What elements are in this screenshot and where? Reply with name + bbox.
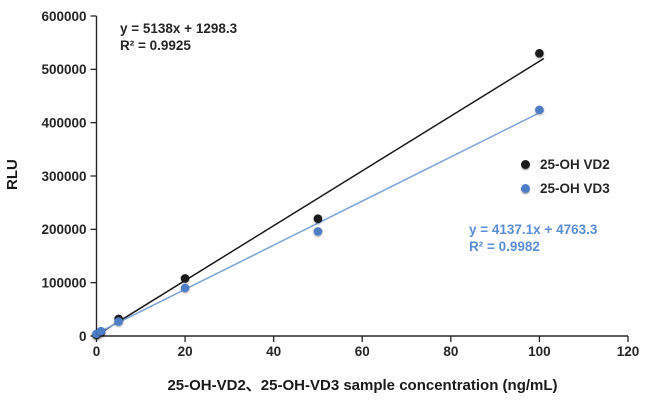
x-tick-label: 60	[355, 344, 370, 359]
vd3-equation: y = 4137.1x + 4763.3	[469, 222, 598, 237]
vd3-data-point	[96, 326, 106, 336]
y-tick-label: 0	[79, 329, 87, 344]
vd3-data-point	[313, 227, 323, 236]
legend: 25-OH VD2 25-OH VD3	[521, 152, 610, 200]
x-tick-label: 80	[443, 344, 458, 359]
vd3-trendline-annotation: y = 4137.1x + 4763.3 R² = 0.9982	[469, 221, 597, 255]
x-tick-label: 120	[617, 344, 640, 359]
vd2-data-point	[180, 274, 190, 283]
vd2-marker-swatch	[521, 159, 530, 169]
legend-item-vd2: 25-OH VD2	[521, 152, 610, 176]
x-axis-title: 25-OH-VD2、25-OH-VD3 sample concentration…	[167, 377, 558, 394]
vd3-legend-label: 25-OH VD3	[540, 180, 610, 196]
y-tick-label: 200000	[41, 222, 86, 237]
x-tick-label: 100	[528, 344, 551, 359]
vd3-data-point	[180, 283, 190, 293]
x-tick-label: 20	[178, 344, 193, 359]
vd2-legend-label: 25-OH VD2	[540, 156, 610, 172]
vd2-r-squared: R² = 0.9925	[120, 38, 191, 53]
y-tick-label: 600000	[41, 9, 86, 24]
y-axis-title: RLU	[4, 159, 21, 190]
y-tick-label: 500000	[41, 62, 86, 77]
vd2-data-point	[535, 49, 544, 58]
vd2-equation: y = 5138x + 1298.3	[120, 21, 238, 36]
vd3-data-point	[535, 105, 544, 115]
y-tick-label: 400000	[41, 115, 86, 130]
x-tick-label: 0	[93, 344, 101, 359]
legend-item-vd3: 25-OH VD3	[521, 176, 610, 200]
vd3-marker-swatch	[521, 183, 530, 193]
x-tick-label: 40	[266, 344, 281, 359]
vd2-trendline-annotation: y = 5138x + 1298.3 R² = 0.9925	[120, 20, 237, 54]
vd3-r-squared: R² = 0.9982	[469, 239, 540, 254]
y-tick-label: 100000	[41, 275, 86, 290]
vd2-trend-line	[96, 57, 545, 336]
y-tick-label: 300000	[41, 169, 86, 184]
vd3-data-point	[114, 317, 123, 326]
vd2-data-point	[313, 214, 323, 223]
